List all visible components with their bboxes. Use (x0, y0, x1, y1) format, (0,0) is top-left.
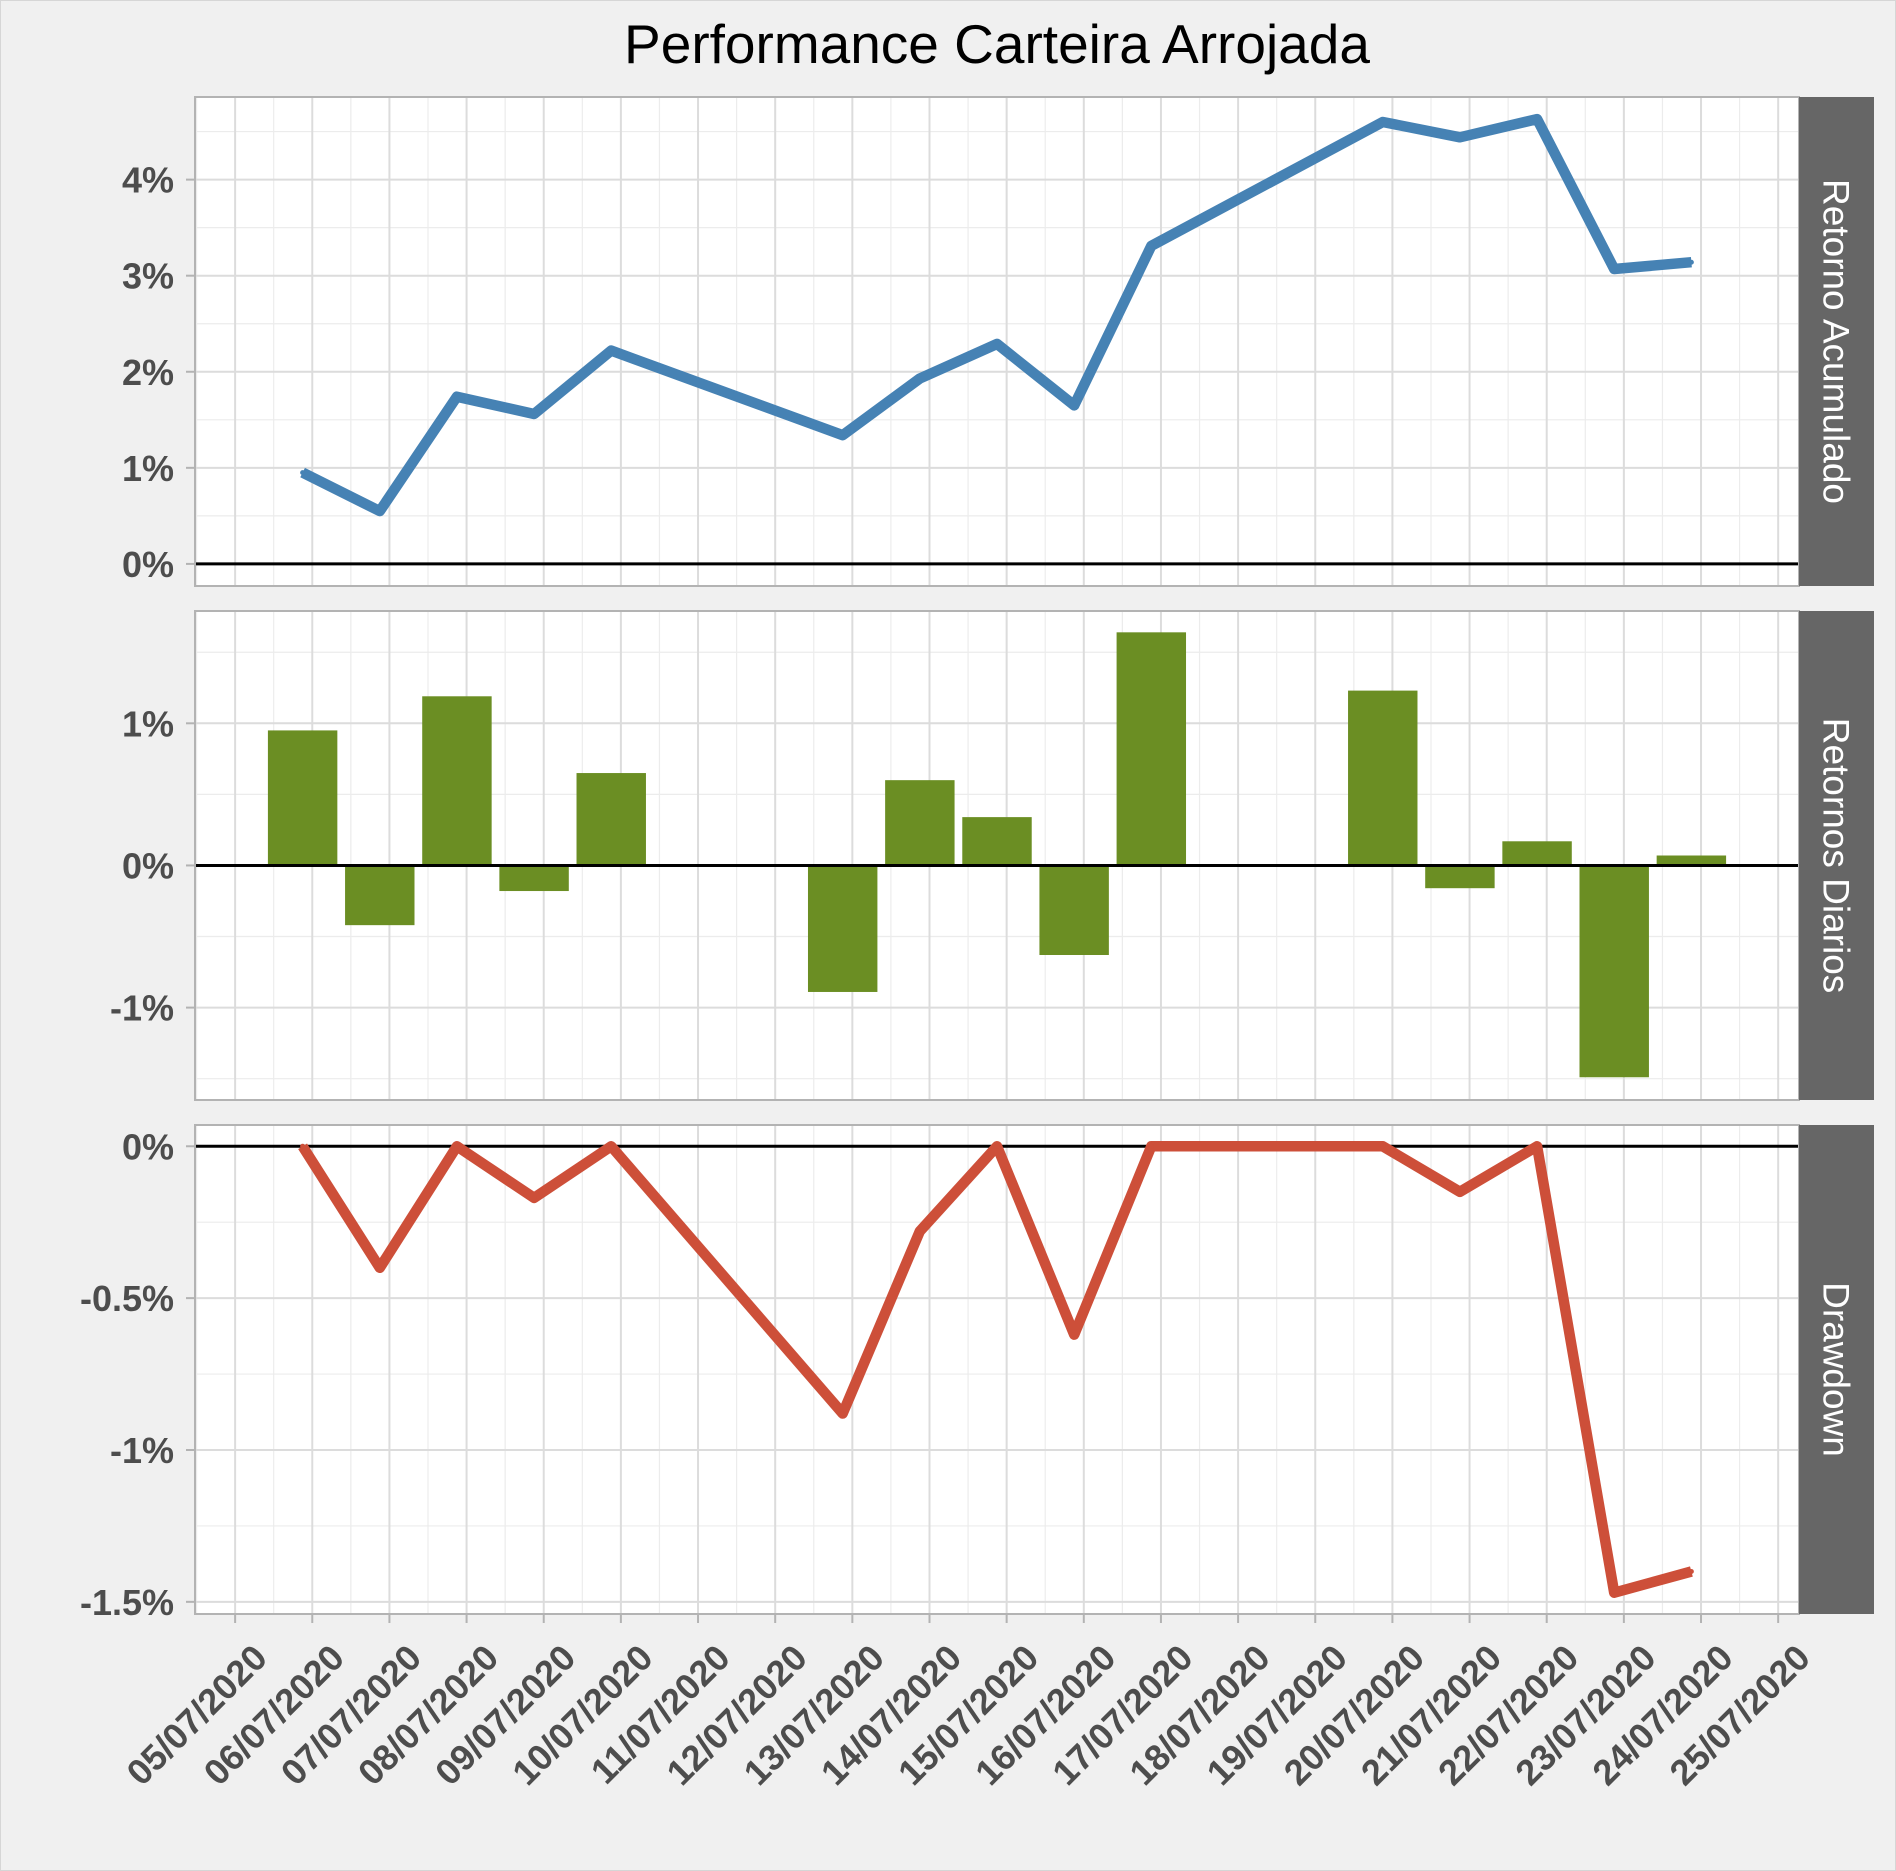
retornos-diarios-bar-21-07 (1425, 865, 1495, 889)
retornos-diarios-bar-20-07 (1348, 690, 1418, 866)
retornos-diarios-bar-09-07 (499, 865, 569, 892)
retornos-diarios-bar-22-07 (1502, 841, 1572, 866)
drawdown-y-tick-label: 0% (122, 1126, 174, 1167)
retorno-acumulado-point-08-07 (454, 394, 460, 400)
drawdown-points (300, 1143, 1694, 1596)
retorno-acumulado-point-23-07 (1611, 266, 1617, 272)
retorno-acumulado-y-tick-label: 3% (122, 256, 174, 297)
retorno-acumulado-point-15-07 (994, 341, 1000, 347)
retornos-diarios-bar-10-07 (576, 773, 646, 866)
retorno-acumulado-gridlines (195, 97, 1799, 586)
retorno-acumulado-y-tick-label: 0% (122, 544, 174, 585)
drawdown-point-17-07 (1148, 1143, 1154, 1149)
retornos-diarios-bar-16-07 (1039, 865, 1109, 956)
retorno-acumulado-y-tick-label: 2% (122, 352, 174, 393)
retornos-diarios-bar-13-07 (807, 865, 878, 992)
facet-panels: Retorno Acumulado 0% 1% 2% 3% 4% Retornos Diar… (80, 96, 1874, 1623)
drawdown-point-15-07 (994, 1143, 1000, 1149)
retornos-diarios-y-tick-label: -1% (110, 988, 174, 1029)
drawdown-point-10-07 (608, 1143, 614, 1149)
retorno-acumulado-y-tick-label: 4% (122, 160, 174, 201)
retornos-diarios-bar-15-07 (962, 817, 1032, 866)
retornos-diarios-bar-08-07 (422, 696, 492, 866)
drawdown-point-08-07 (454, 1143, 460, 1149)
drawdown-y-tick-label: -0.5% (80, 1278, 174, 1319)
drawdown-panel-background (195, 1125, 1799, 1614)
retorno-acumulado-point-07-07 (377, 508, 383, 514)
retornos-diarios-bar-06-07 (267, 730, 338, 866)
drawdown-y-tick-label: -1.5% (80, 1582, 174, 1623)
retornos-diarios-bars (267, 632, 1727, 1078)
retorno-acumulado-point-14-07 (917, 375, 923, 381)
retornos-diarios-bar-24-07 (1656, 855, 1727, 866)
retorno-acumulado-point-22-07 (1534, 116, 1540, 122)
drawdown-point-22-07 (1534, 1143, 1540, 1149)
retorno-acumulado-points (300, 116, 1694, 514)
drawdown-y-tick-label: -1% (110, 1430, 174, 1471)
retornos-diarios-strip-label: Retornos Diarios (1816, 718, 1857, 994)
retorno-acumulado-point-20-07 (1380, 119, 1386, 125)
retorno-acumulado-y-tick-label: 1% (122, 448, 174, 489)
retornos-diarios-bar-17-07 (1116, 632, 1187, 866)
chart-title: Performance Carteira Arrojada (624, 13, 1370, 75)
retornos-diarios-strip (1799, 611, 1874, 1100)
panel-drawdown: Drawdown -1.5% -1% -0.5% 0% (80, 1124, 1874, 1623)
drawdown-point-14-07 (917, 1228, 923, 1234)
drawdown-point-09-07 (531, 1195, 537, 1201)
retorno-acumulado-point-16-07 (1071, 402, 1077, 408)
drawdown-point-24-07 (1688, 1568, 1694, 1574)
retorno-acumulado-strip (1799, 97, 1874, 586)
drawdown-strip-label: Drawdown (1816, 1282, 1857, 1457)
drawdown-point-06-07 (300, 1143, 306, 1149)
drawdown-point-16-07 (1071, 1332, 1077, 1338)
drawdown-point-13-07 (840, 1411, 846, 1417)
retorno-acumulado-point-21-07 (1457, 134, 1463, 140)
retorno-acumulado-point-10-07 (608, 348, 614, 354)
retornos-diarios-bar-23-07 (1579, 865, 1649, 1078)
retorno-acumulado-strip-label: Retorno Acumulado (1816, 179, 1857, 504)
drawdown-y-axis: -1.5% -1% -0.5% 0% (80, 1126, 195, 1623)
drawdown-point-20-07 (1380, 1143, 1386, 1149)
retornos-diarios-bar-14-07 (885, 780, 955, 866)
panel-retorno-acumulado: Retorno Acumulado 0% 1% 2% 3% 4% (122, 96, 1874, 587)
retornos-diarios-y-axis: -1% 0% 1% (110, 703, 195, 1029)
drawdown-gridlines (195, 1125, 1799, 1614)
retorno-acumulado-y-axis: 0% 1% 2% 3% 4% (122, 160, 195, 585)
retorno-acumulado-point-24-07 (1688, 259, 1694, 265)
drawdown-point-21-07 (1457, 1189, 1463, 1195)
drawdown-strip (1799, 1125, 1874, 1614)
drawdown-point-07-07 (377, 1265, 383, 1271)
retornos-diarios-y-tick-label: 0% (122, 845, 174, 886)
retornos-diarios-bar-07-07 (345, 865, 415, 926)
drawdown-point-23-07 (1611, 1590, 1617, 1596)
retornos-diarios-y-tick-label: 1% (122, 703, 174, 744)
panel-retornos-diarios: Retornos Diarios -1% 0% 1% (110, 610, 1874, 1101)
retorno-acumulado-point-09-07 (531, 411, 537, 417)
retorno-acumulado-point-13-07 (840, 432, 846, 438)
retorno-acumulado-point-06-07 (300, 470, 306, 476)
retorno-acumulado-point-17-07 (1148, 243, 1154, 249)
